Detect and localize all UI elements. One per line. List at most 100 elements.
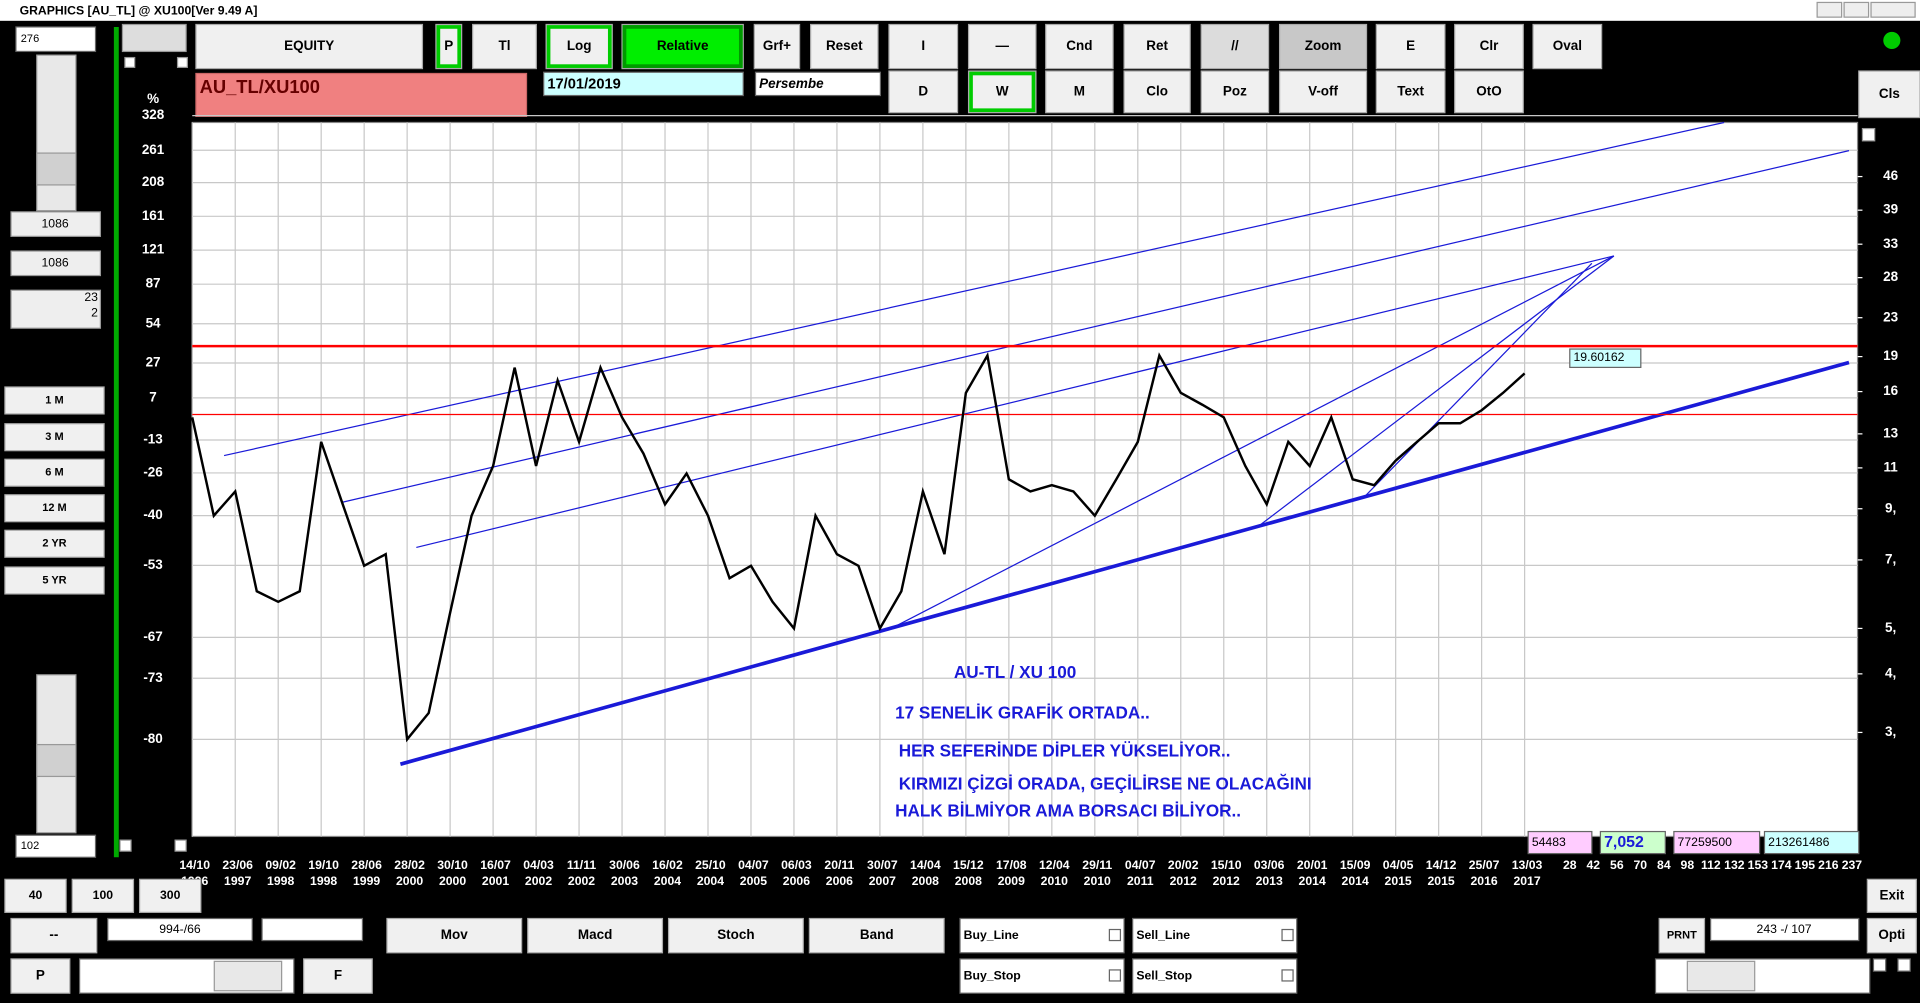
button[interactable]	[4, 386, 105, 415]
button[interactable]	[1045, 70, 1114, 114]
x-tick-label: 2001	[482, 874, 509, 888]
button[interactable]	[1866, 878, 1917, 913]
scrollbar[interactable]	[36, 54, 77, 212]
button[interactable]	[1454, 23, 1524, 70]
slider-thumb[interactable]	[1686, 960, 1756, 992]
checkbox[interactable]	[1897, 958, 1911, 972]
scroll-thumb[interactable]	[36, 152, 77, 186]
checkbox[interactable]	[1281, 928, 1294, 942]
scroll-thumb[interactable]	[36, 743, 77, 778]
date-field[interactable]	[543, 71, 744, 97]
button[interactable]	[386, 917, 523, 954]
label: 77259500	[1678, 835, 1733, 849]
button[interactable]	[1200, 70, 1270, 114]
button[interactable]	[10, 917, 98, 954]
button-highlight	[436, 25, 462, 68]
button[interactable]	[527, 917, 664, 954]
checkbox[interactable]	[174, 839, 187, 852]
button[interactable]	[810, 23, 879, 70]
checkbox[interactable]	[119, 839, 132, 852]
scale-label: 42	[1587, 858, 1601, 872]
button[interactable]	[71, 878, 135, 913]
button[interactable]	[1454, 70, 1524, 114]
button[interactable]	[1658, 917, 1706, 954]
spin-box[interactable]	[121, 23, 187, 53]
close-button[interactable]	[1870, 1, 1916, 18]
y-tick-label: 23	[1883, 309, 1898, 324]
button-highlight	[969, 71, 1036, 113]
button[interactable]	[4, 423, 105, 452]
check-field[interactable]	[959, 917, 1125, 954]
button[interactable]	[967, 23, 1037, 70]
check-field[interactable]	[1132, 917, 1298, 954]
x-tick-label: 1998	[267, 874, 294, 888]
button[interactable]	[1375, 70, 1446, 114]
value-field[interactable]	[15, 834, 97, 858]
x-tick-label: 2006	[783, 874, 810, 888]
button[interactable]	[753, 23, 801, 70]
button[interactable]	[1858, 70, 1920, 119]
x-tick-label: 11/11	[567, 858, 596, 872]
label: 300	[160, 888, 181, 902]
button[interactable]	[888, 23, 959, 70]
button[interactable]	[1278, 23, 1368, 70]
check-field[interactable]	[959, 958, 1125, 994]
day-field[interactable]	[754, 71, 882, 97]
slider-thumb[interactable]	[213, 960, 283, 992]
checkbox[interactable]	[1872, 958, 1887, 972]
y-tick-label: -53	[143, 557, 162, 572]
x-tick-label: 2010	[1041, 874, 1068, 888]
button[interactable]	[667, 917, 804, 954]
button[interactable]	[808, 917, 945, 954]
plot-area	[191, 121, 1859, 838]
x-tick-label: 28/06	[351, 858, 382, 872]
button[interactable]	[1123, 70, 1191, 114]
checkbox[interactable]	[176, 56, 188, 68]
button[interactable]	[195, 23, 424, 70]
button[interactable]	[303, 958, 373, 994]
label: Exit	[1879, 887, 1904, 902]
button[interactable]	[10, 958, 71, 994]
button[interactable]	[621, 23, 744, 70]
button[interactable]	[4, 566, 105, 595]
text-field[interactable]	[107, 917, 253, 942]
button[interactable]	[4, 529, 105, 558]
button[interactable]	[472, 23, 537, 70]
button[interactable]	[545, 23, 613, 70]
checkbox[interactable]	[124, 56, 136, 68]
label: 5 YR	[42, 574, 66, 586]
button[interactable]	[138, 878, 202, 913]
slider[interactable]	[261, 917, 364, 942]
checkbox[interactable]	[1108, 969, 1122, 982]
x-tick-label: 2014	[1299, 874, 1326, 888]
button[interactable]	[4, 494, 105, 523]
button[interactable]	[1200, 23, 1270, 70]
value-field[interactable]	[15, 26, 97, 53]
x-tick-label: 2004	[654, 874, 681, 888]
checkbox[interactable]	[1861, 127, 1876, 142]
check-field[interactable]	[1132, 958, 1298, 994]
button[interactable]	[967, 70, 1037, 114]
button[interactable]	[1866, 917, 1917, 954]
button[interactable]	[4, 458, 105, 487]
button[interactable]	[4, 878, 67, 913]
checkbox[interactable]	[1281, 969, 1294, 982]
maximize-button[interactable]	[1843, 1, 1870, 18]
label: Reset	[826, 38, 863, 53]
label: 40	[29, 888, 43, 902]
y-tick-label: 4,	[1885, 665, 1896, 680]
button[interactable]	[1045, 23, 1114, 70]
label: Buy_Stop	[964, 968, 1021, 982]
minimize-button[interactable]	[1816, 1, 1843, 18]
label: Cnd	[1066, 38, 1092, 53]
button[interactable]	[1278, 70, 1368, 114]
checkbox[interactable]	[1108, 928, 1122, 942]
button[interactable]	[1532, 23, 1603, 70]
button[interactable]	[1375, 23, 1446, 70]
x-tick-label: 23/06	[222, 858, 253, 872]
button[interactable]	[888, 70, 959, 114]
button[interactable]	[1123, 23, 1191, 70]
annotation: HALK BİLMİYOR AMA BORSACI BİLİYOR..	[895, 800, 1241, 820]
scale-label: 84	[1657, 858, 1671, 872]
